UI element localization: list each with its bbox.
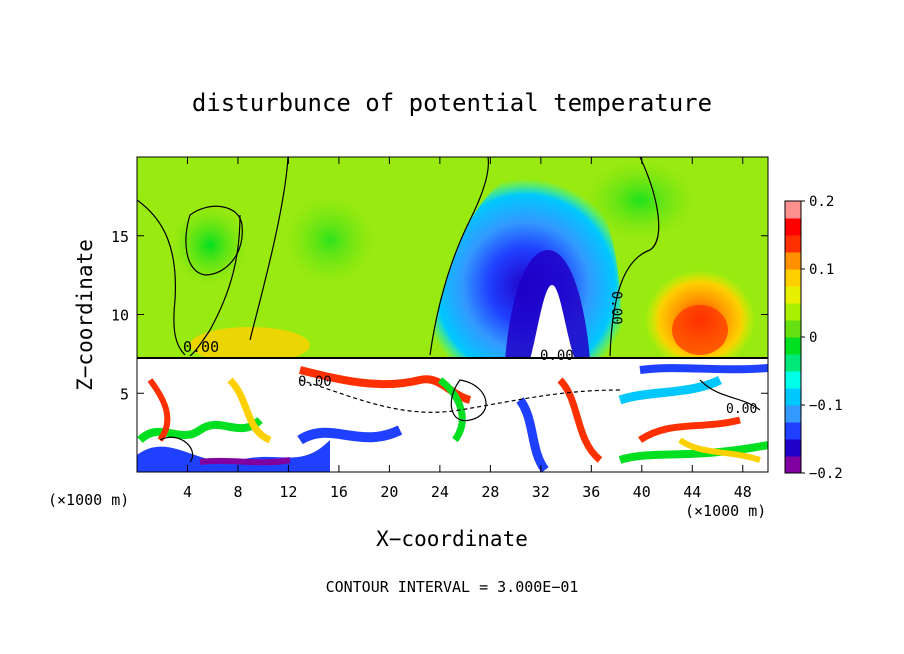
colorbar-segment: [785, 456, 801, 474]
x-tick-label: 28: [481, 483, 499, 501]
lower-red-band-3: [557, 377, 603, 463]
cold-anomaly-peak: [530, 285, 575, 360]
x-tick-label: 20: [380, 483, 398, 501]
x-axis-label: X−coordinate: [376, 527, 528, 551]
x-tick-label: 8: [233, 483, 242, 501]
lower-red-band-4: [638, 416, 741, 443]
x-tick-label: 40: [633, 483, 651, 501]
lower-green-band-3: [618, 441, 768, 464]
colorbar-segment: [785, 269, 801, 287]
contour-swirl: [450, 379, 487, 422]
contours: [137, 157, 761, 463]
contour-interval: CONTOUR INTERVAL = 3.000E−01: [326, 578, 579, 596]
x-tick-label: 36: [582, 483, 600, 501]
x-unit-right: (×1000 m): [685, 502, 766, 520]
lower-blue-band-4: [639, 364, 768, 374]
colorbar-tick-label: 0.1: [809, 262, 834, 278]
contour-label-2: 0.00: [298, 374, 332, 390]
colorbar: [785, 201, 801, 474]
x-tick-label: 44: [683, 483, 701, 501]
colorbar-segment: [785, 235, 801, 253]
colorbar-segment: [785, 201, 801, 219]
contour-line-1: [137, 199, 186, 356]
lower-green-band-1: [137, 416, 263, 444]
lower-cyan-band: [618, 375, 723, 405]
x-tick-label: 32: [532, 483, 550, 501]
chart-title: disturbunce of potential temperature: [192, 89, 712, 117]
colorbar-segment: [785, 371, 801, 389]
green-patch-left: [172, 205, 248, 285]
contour-line-6: [609, 157, 660, 357]
yellow-band-left: [190, 327, 310, 363]
plot-area: 0.00 0.00 0.00 0.00 0.00: [137, 157, 768, 472]
lower-yellow-band-1: [227, 377, 272, 444]
x-tick-label: 48: [734, 483, 752, 501]
colorbar-tick-label: −0.2: [809, 466, 843, 482]
colorbar-segment: [785, 218, 801, 236]
contour-line-2: [189, 214, 241, 357]
y-tick-label: 10: [111, 307, 129, 325]
colorbar-segment: [785, 354, 801, 372]
contour-label-1: 0.00: [183, 338, 219, 356]
colorbar-segment: [785, 439, 801, 457]
y-tick-label: 15: [111, 228, 129, 246]
x-tick-label: 24: [431, 483, 449, 501]
warm-anomaly-right-core: [672, 305, 728, 355]
contour-dashed: [299, 379, 621, 413]
colorbar-segment: [785, 286, 801, 304]
contour-label-4: 0.00: [608, 291, 624, 325]
y-axis-label: Z−coordinate: [73, 239, 97, 391]
colorbar-labels: 0.2 0.1 0 −0.1 −0.2: [801, 194, 843, 482]
y-tick-label: 5: [120, 385, 129, 403]
lower-purple-band: [199, 457, 291, 466]
x-axis: 4 8 12 16 20 24 28 32 36 40 44 48: [183, 157, 752, 501]
x-tick-label: 12: [279, 483, 297, 501]
contour-line-3: [185, 205, 243, 276]
contour-line-4: [249, 157, 289, 341]
lower-yellow-band-2: [678, 437, 761, 463]
lower-blue-band-3: [516, 397, 549, 472]
colorbar-tick-label: −0.1: [809, 398, 843, 414]
colorbar-tick-label: 0: [809, 330, 817, 346]
contour-line-8: [159, 436, 194, 463]
colorbar-segment: [785, 422, 801, 440]
colorbar-tick-label: 0.2: [809, 194, 834, 210]
x-tick-label: 16: [330, 483, 348, 501]
x-unit-left: (×1000 m): [48, 491, 129, 509]
colorbar-segment: [785, 303, 801, 321]
contour-label-5: 0.00: [726, 402, 757, 417]
contour-line-5: [429, 157, 490, 356]
colorbar-segment: [785, 337, 801, 355]
colorbar-segment: [785, 252, 801, 270]
green-patch-mid: [285, 195, 375, 285]
y-axis: 5 10 15: [111, 228, 768, 403]
lower-green-band-2: [437, 377, 466, 443]
green-patch-right: [585, 160, 695, 240]
lower-red-band-1: [147, 378, 171, 442]
colorbar-segment: [785, 405, 801, 423]
contour-line-7: [699, 379, 761, 411]
contour-label-3: 0.00: [540, 348, 574, 364]
colorbar-segment: [785, 320, 801, 338]
lower-blue-band-2: [297, 425, 403, 445]
x-tick-label: 4: [183, 483, 192, 501]
colorbar-segment: [785, 388, 801, 406]
